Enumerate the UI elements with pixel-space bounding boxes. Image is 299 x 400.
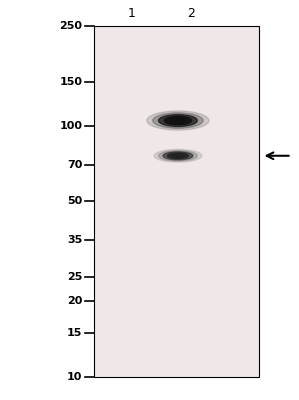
Text: 20: 20: [67, 296, 82, 306]
Text: 35: 35: [67, 235, 82, 245]
Text: 1: 1: [128, 7, 135, 20]
Ellipse shape: [164, 116, 191, 125]
Text: 25: 25: [67, 272, 82, 282]
Text: 70: 70: [67, 160, 82, 170]
Text: 250: 250: [59, 21, 82, 31]
Text: 10: 10: [67, 372, 82, 382]
Ellipse shape: [158, 114, 197, 126]
Text: 150: 150: [59, 77, 82, 87]
Bar: [94, 26, 259, 377]
Text: 2: 2: [187, 7, 195, 20]
Ellipse shape: [163, 152, 193, 160]
Ellipse shape: [172, 154, 184, 157]
Text: 50: 50: [67, 196, 82, 206]
Ellipse shape: [147, 111, 209, 130]
Ellipse shape: [152, 113, 203, 128]
Text: 15: 15: [67, 328, 82, 338]
Ellipse shape: [154, 149, 202, 162]
Ellipse shape: [167, 153, 188, 158]
Text: 100: 100: [59, 121, 82, 131]
Ellipse shape: [158, 150, 197, 161]
Ellipse shape: [170, 118, 186, 123]
